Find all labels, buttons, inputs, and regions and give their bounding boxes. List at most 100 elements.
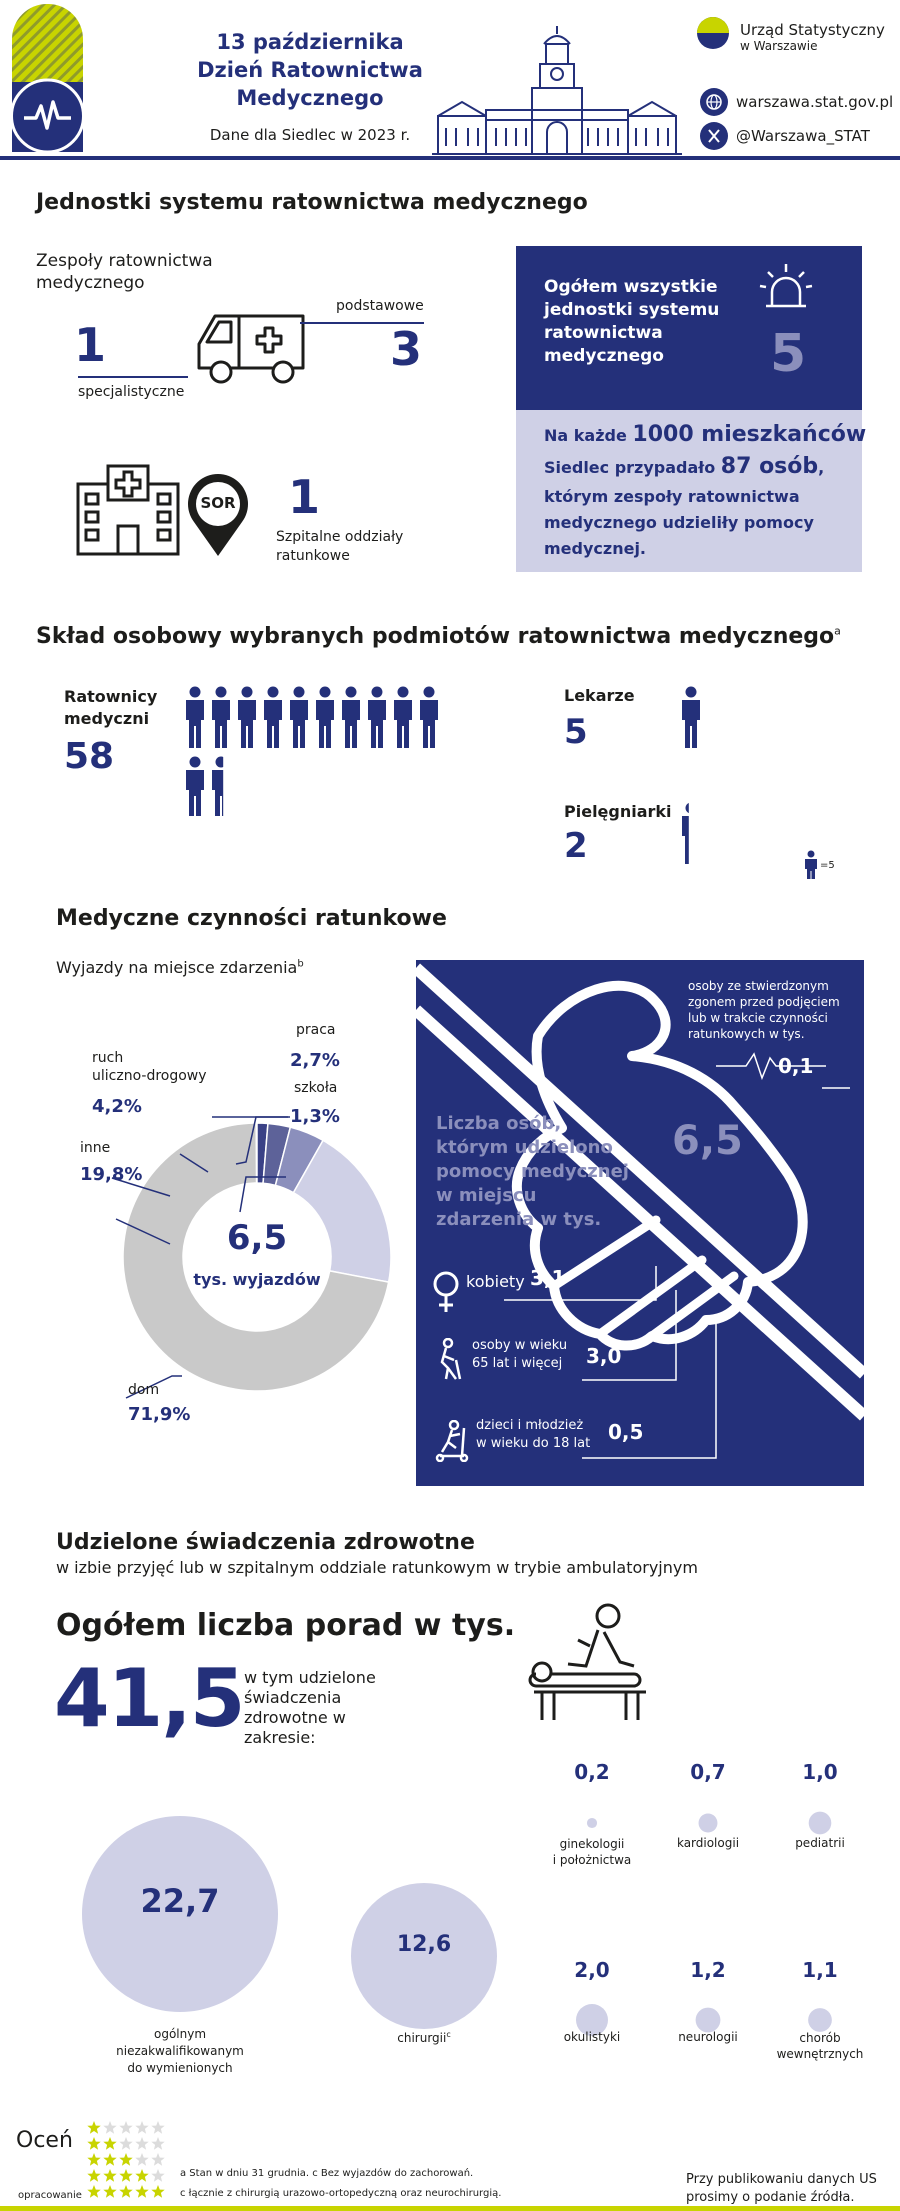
globe-icon (700, 88, 728, 116)
rating-star-icon (87, 2121, 101, 2134)
female-icon (430, 1270, 462, 1314)
youth-value: 0,5 (608, 1420, 644, 1444)
paramedic-person-icon (212, 686, 230, 748)
per-capita-comma: , (818, 458, 825, 477)
rating-star-icon (103, 2185, 117, 2198)
header-title-line3: Medycznego (236, 86, 384, 110)
rating-star-icon (151, 2137, 165, 2150)
services-total-label: Ogółem liczba porad w tys. (56, 1608, 516, 1643)
per-capita-highlight-residents: 1000 mieszkańców (632, 422, 867, 447)
rating-star-icon (135, 2137, 149, 2150)
org-logo-icon (696, 16, 730, 50)
segment-label-traffic-line2: uliczno-drogowy (92, 1068, 207, 1084)
donut-center-unit: tys. wyjazdów (193, 1270, 321, 1289)
bubble-label-ophthalmology: okulistyki (563, 2030, 621, 2044)
bubble-label-surgery-text: chirurgii (397, 2031, 447, 2045)
services-total-value: 41,5 (54, 1652, 245, 1745)
bubble-label-gynecology: ginekologii i położnictwa (542, 1836, 642, 1868)
specialist-underline (78, 376, 188, 378)
rating-star-icon (87, 2169, 101, 2182)
services-section-title: Udzielone świadczenia zdrowotne (56, 1530, 475, 1555)
bubble-label-gynecology-line2: i położnictwa (552, 1853, 632, 1867)
bubble-pediatrics (808, 1811, 832, 1835)
person-legend-icon (804, 850, 818, 880)
bubble-label-internal-line2: wewnętrznych (776, 2047, 864, 2061)
rating-star-icon (135, 2121, 149, 2134)
per-capita-text-b: Siedlec przypadało (544, 458, 716, 477)
rating-star-icon (119, 2137, 133, 2150)
rating-star-icon (135, 2185, 149, 2198)
per-capita-highlight-persons: 87 osób (720, 454, 819, 479)
palace-illustration (432, 24, 682, 156)
er-value: 1 (288, 470, 321, 524)
bubble-value-general: 22,7 (140, 1882, 220, 1920)
women-value: 3,1 (530, 1266, 566, 1290)
person-legend-value: =5 (820, 860, 835, 871)
services-bubbles (82, 1811, 832, 2036)
paramedic-person-icon (368, 686, 386, 748)
rating-star-icon (135, 2169, 149, 2182)
rating-star-icon (119, 2121, 133, 2134)
segment-label-praca: praca (296, 1022, 336, 1038)
donut-leader-lines (111, 1116, 290, 1399)
paramedic-person-icon (186, 686, 204, 748)
paramedic-person-icon (316, 686, 334, 748)
footer-accent-bar (0, 2206, 900, 2211)
help-panel (416, 960, 864, 1486)
rating-star-icon (119, 2153, 133, 2166)
rating-star-icon (151, 2185, 165, 2198)
segment-label-dom: dom (128, 1382, 160, 1398)
website-link[interactable]: warszawa.stat.gov.pl (736, 93, 894, 111)
rating-star-icon (151, 2121, 165, 2134)
x-social-icon (700, 122, 728, 150)
trips-subtitle: Wyjazdy na miejsce zdarzeniab (56, 958, 304, 977)
paramedic-person-icon (238, 686, 256, 748)
bubble-gynecology (586, 1817, 598, 1829)
donut-center-value: 6,5 (226, 1218, 288, 1258)
segment-value-inne: 19,8% (80, 1164, 143, 1185)
paramedic-person-icon (394, 686, 412, 748)
trips-subtitle-note: b (297, 958, 304, 970)
bubble-label-surgery-note: c (446, 2030, 451, 2039)
deaths-label: osoby ze stwierdzonym zgonem przed podję… (688, 979, 840, 1041)
header-title-line2: Dzień Ratownictwa (197, 58, 423, 82)
bubble-label-general-line1: ogólnym (153, 2027, 207, 2041)
rating-star-icon (87, 2153, 101, 2166)
rating-star-icon (103, 2169, 117, 2182)
siren-icon (756, 262, 816, 314)
senior-icon (432, 1337, 466, 1380)
nurses-label: Pielęgniarki (564, 802, 672, 821)
staff-title-text: Skład osobowy wybranych podmiotów ratown… (36, 624, 835, 649)
hand-icon (416, 963, 864, 1459)
trips-donut-chart (122, 1122, 392, 1392)
bubble-label-internal: chorób wewnętrznych (770, 2030, 870, 2062)
doctors-value: 5 (564, 712, 588, 752)
rating-star-icon (87, 2185, 101, 2198)
bubble-general (82, 1816, 278, 2012)
total-units-label: Ogółem wszystkie jednostki systemu ratow… (544, 277, 720, 366)
bubble-label-neurology: neurologii (678, 2030, 738, 2044)
bubble-value-internal: 1,1 (802, 1958, 838, 1982)
per-capita-rest: którym zespoły ratownictwa medycznego ud… (544, 487, 814, 558)
bubble-label-general-line3: do wymienionych (127, 2061, 233, 2075)
bubble-value-neurology: 1,2 (690, 1958, 726, 1982)
bubble-label-gynecology-line1: ginekologii (559, 1837, 625, 1851)
bubble-internal (808, 2008, 832, 2032)
rating-stars[interactable] (86, 2120, 170, 2204)
paramedics-icon-row (186, 686, 438, 816)
rate-label[interactable]: Oceń (16, 2128, 73, 2153)
segment-value-dom: 71,9% (128, 1404, 191, 1425)
staff-section-title: Skład osobowy wybranych podmiotów ratown… (36, 624, 841, 649)
bubble-label-internal-line1: chorób (799, 2031, 841, 2045)
per-capita-text-a: Na każde (544, 426, 627, 445)
hospital-icon (74, 460, 182, 556)
child-scooter-icon (434, 1419, 470, 1463)
youth-label-line1: dzieci i młodzież (476, 1418, 584, 1433)
units-section-title: Jednostki systemu ratownictwa medycznego (36, 190, 588, 215)
social-link[interactable]: @Warszawa_STAT (736, 127, 870, 145)
header-subtitle: Dane dla Siedlec w 2023 r. (209, 126, 411, 144)
sor-sign: SOR (200, 494, 236, 512)
rating-star-icon (103, 2153, 117, 2166)
publish-note-line1: Przy publikowaniu danych US (686, 2172, 877, 2187)
footnote-line2: c łącznie z chirurgią urazowo-ortopedycz… (180, 2188, 502, 2199)
